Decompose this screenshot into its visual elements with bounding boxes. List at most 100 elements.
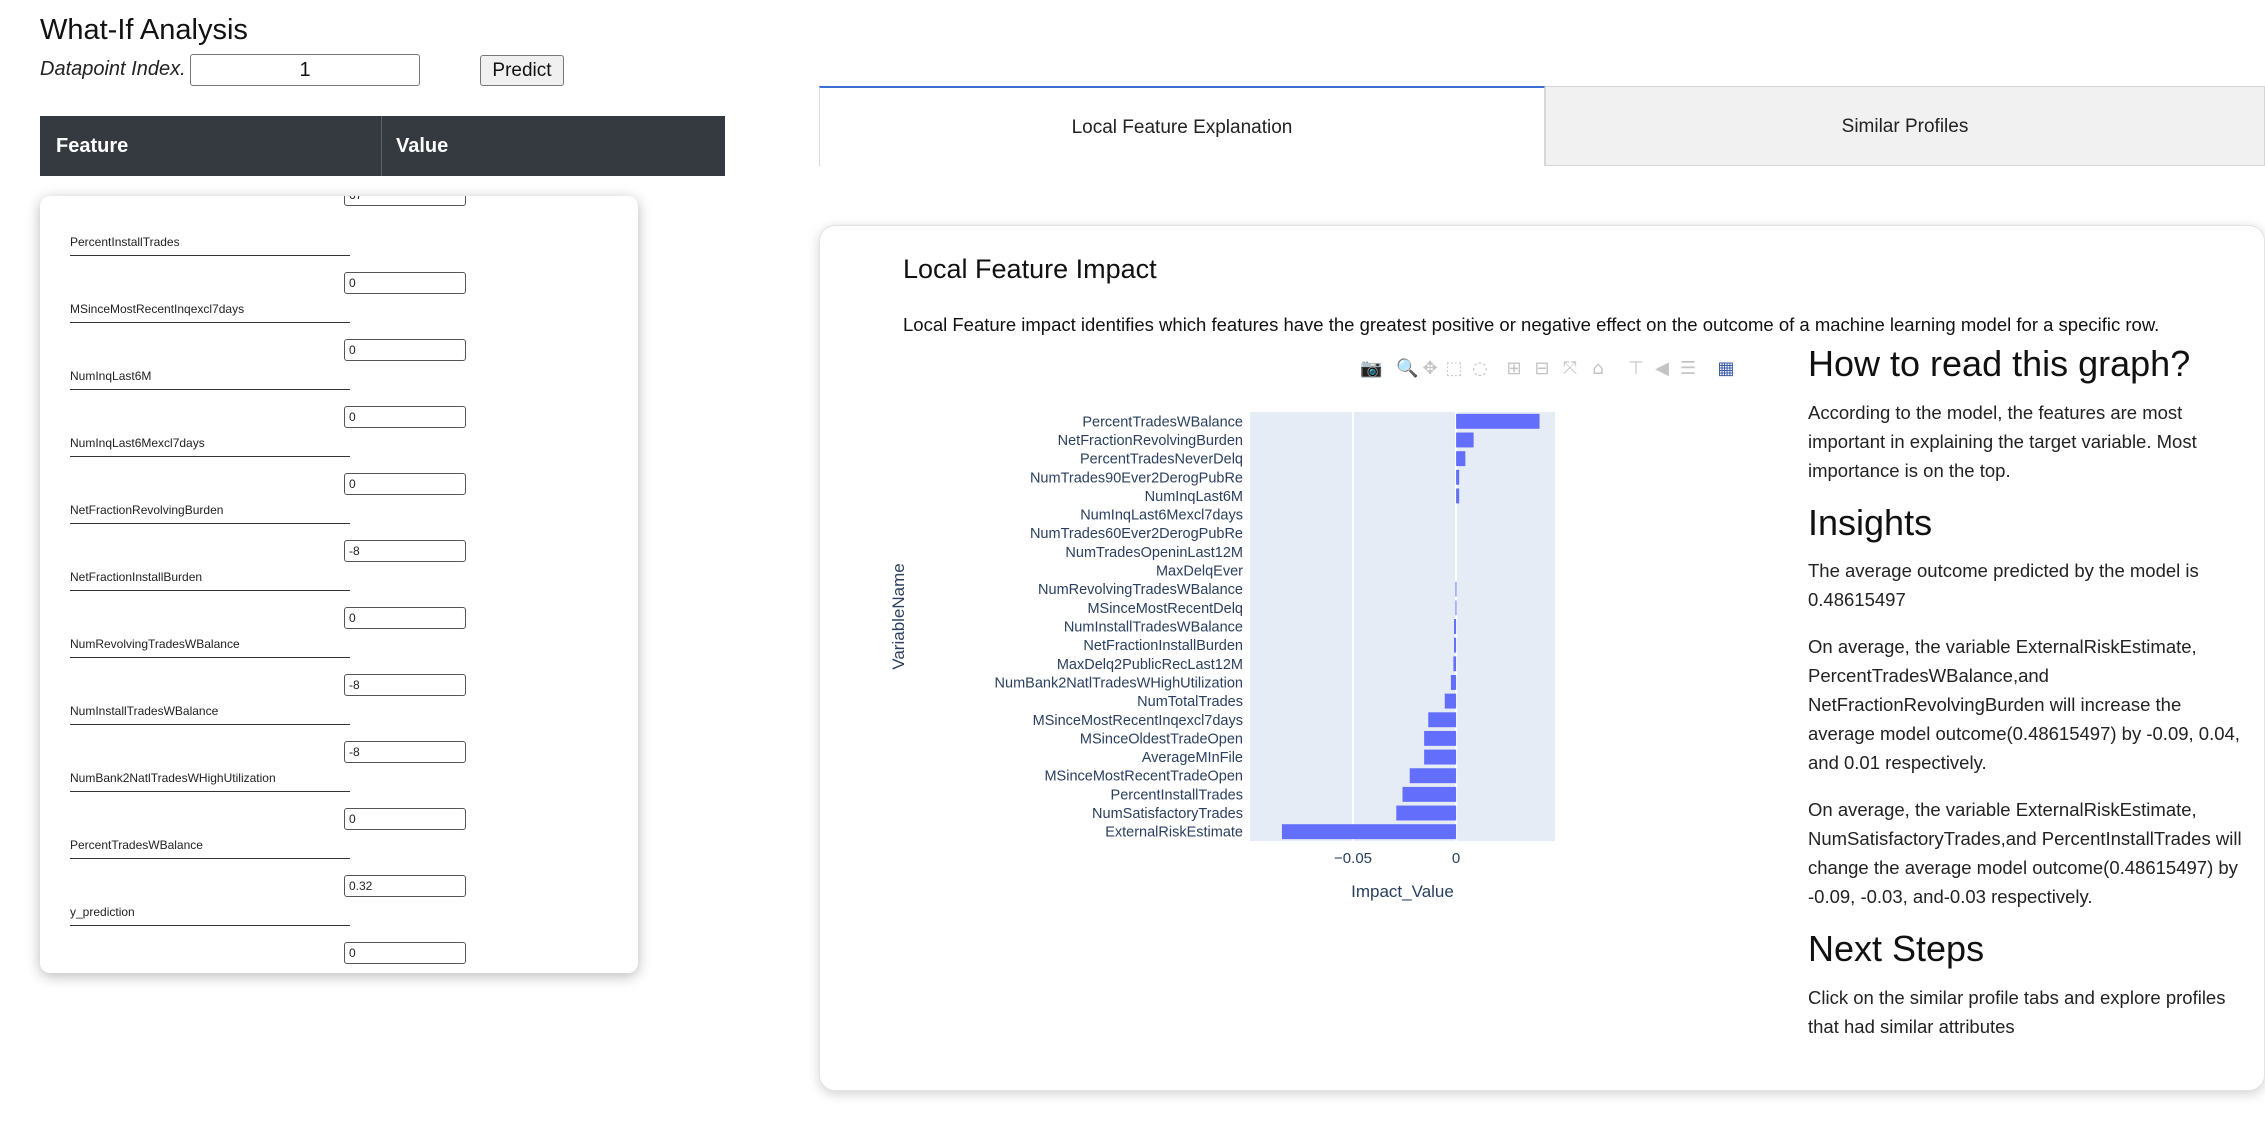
feature-row: y_prediction (40, 859, 638, 926)
impact-bar[interactable] (1456, 451, 1466, 467)
insights-text-2: On average, the variable ExternalRiskEst… (1808, 636, 2240, 774)
y-tick-label: NumTrades60Ever2DerogPubRe (1030, 526, 1243, 542)
insights-text-3: On average, the variable ExternalRiskEst… (1808, 799, 2242, 908)
feature-row: NumBank2NatlTradesWHighUtilization (40, 725, 638, 792)
spike-lines-icon[interactable]: ⊤ (1628, 358, 1644, 379)
impact-bar[interactable] (1453, 656, 1457, 672)
y-tick-label: NumTradesOpeninLast12M (1065, 545, 1243, 561)
y-tick-label: AverageMInFile (1142, 750, 1243, 766)
autoscale-icon[interactable]: ⤧ (1562, 358, 1578, 379)
impact-bar[interactable] (1424, 730, 1457, 746)
impact-bar[interactable] (1424, 749, 1457, 765)
tab-local-feature-explanation[interactable]: Local Feature Explanation (819, 86, 1545, 166)
y-tick-label: MaxDelqEver (1156, 564, 1243, 580)
feature-row: NumRevolvingTradesWBalance (40, 591, 638, 658)
next-steps-heading: Next Steps (1808, 928, 1985, 970)
feature-value-input[interactable] (344, 607, 466, 629)
impact-bar[interactable] (1454, 619, 1457, 634)
feature-name-label: PercentInstallTrades (70, 228, 350, 256)
hover-compare-icon[interactable]: ☰ (1679, 358, 1697, 379)
feature-value-input[interactable] (344, 406, 466, 428)
chart-side-text: How to read this graph? According to the… (1808, 344, 2248, 1059)
feature-value-input[interactable] (344, 272, 466, 294)
y-tick-label: NumInqLast6Mexcl7days (1080, 508, 1243, 524)
lasso-icon[interactable]: ◌ (1472, 358, 1488, 379)
feature-value-input[interactable] (344, 808, 466, 830)
x-axis-title: Impact_Value (1351, 882, 1454, 901)
box-select-icon[interactable]: ⬚ (1445, 358, 1463, 379)
impact-bar[interactable] (1455, 581, 1457, 597)
impact-bar[interactable] (1281, 824, 1457, 840)
insights-text-1: The average outcome predicted by the mod… (1808, 560, 2199, 611)
impact-bar[interactable] (1454, 637, 1457, 653)
feature-value-input[interactable] (344, 875, 466, 897)
feature-name-label: NumRevolvingTradesWBalance (70, 630, 350, 658)
y-tick-label: NumBank2NatlTradesWHighUtilization (995, 675, 1243, 691)
x-tick-label: 0 (1452, 850, 1460, 867)
x-tick-label: −0.05 (1334, 850, 1372, 867)
impact-bar[interactable] (1409, 768, 1457, 784)
hover-closest-icon[interactable]: ◀ (1655, 358, 1669, 379)
feature-value-input[interactable] (344, 741, 466, 763)
feature-value-input-partial[interactable] (344, 196, 466, 206)
impact-bar[interactable] (1396, 805, 1457, 821)
feature-name-label: NumInqLast6M (70, 362, 350, 390)
impact-bar[interactable] (1402, 786, 1457, 802)
predict-button[interactable]: Predict (480, 55, 564, 86)
local-feature-impact-card: Local Feature Impact Local Feature impac… (819, 225, 2265, 1091)
feature-row: MSinceMostRecentInqexcl7days (40, 256, 638, 323)
y-tick-label: MSinceOldestTradeOpen (1080, 731, 1243, 747)
feature-name-label: PercentTradesWBalance (70, 831, 350, 859)
feature-values-card[interactable]: PercentInstallTrades MSinceMostRecentInqe… (40, 196, 638, 973)
impact-bar-chart[interactable]: −0.05 0 PercentTradesWBalance NetFractionRe… (880, 402, 1600, 922)
feature-value-input[interactable] (344, 540, 466, 562)
zoom-icon[interactable]: 🔍 (1396, 358, 1419, 379)
impact-bar[interactable] (1456, 469, 1460, 485)
feature-value-input[interactable] (344, 473, 466, 495)
feature-name-label: NumBank2NatlTradesWHighUtilization (70, 764, 350, 792)
feature-value-input[interactable] (344, 339, 466, 361)
home-icon[interactable]: ⌂ (1592, 358, 1604, 379)
what-if-title: What-If Analysis (40, 14, 248, 46)
y-tick-label: PercentInstallTrades (1111, 787, 1243, 803)
impact-bar[interactable] (1456, 432, 1474, 448)
impact-bar[interactable] (1456, 413, 1540, 429)
impact-bar[interactable] (1456, 488, 1460, 504)
feature-name-label: MSinceMostRecentInqexcl7days (70, 295, 350, 323)
y-tick-label: PercentTradesNeverDelq (1080, 452, 1243, 468)
feature-row: PercentTradesWBalance (40, 792, 638, 859)
feature-name-label: y_prediction (70, 898, 350, 926)
y-tick-label: PercentTradesWBalance (1082, 414, 1243, 430)
y-tick-label: MSinceMostRecentTradeOpen (1044, 769, 1243, 785)
y-tick-label: NetFractionRevolvingBurden (1058, 433, 1243, 449)
feature-name-label: NumInqLast6Mexcl7days (70, 429, 350, 457)
tab-similar-profiles[interactable]: Similar Profiles (1545, 86, 2265, 166)
datapoint-index-input[interactable] (190, 54, 420, 86)
feature-row: NumInqLast6M (40, 323, 638, 390)
impact-bar[interactable] (1455, 600, 1457, 616)
impact-bar-chart-svg: −0.05 0 PercentTradesWBalance NetFractionRe… (889, 412, 1555, 901)
feature-row: NetFractionInstallBurden (40, 524, 638, 591)
y-tick-label: ExternalRiskEstimate (1105, 825, 1243, 841)
header-divider (381, 116, 382, 176)
y-tick-label: NumTotalTrades (1137, 694, 1243, 710)
pan-icon[interactable]: ✥ (1422, 358, 1438, 379)
y-tick-label: NetFractionInstallBurden (1083, 638, 1243, 654)
camera-icon[interactable]: 📷 (1360, 358, 1383, 379)
feature-value-input[interactable] (344, 942, 466, 964)
impact-bar[interactable] (1428, 712, 1457, 728)
y-axis-title: VariableName (889, 563, 908, 669)
feature-name-label: NetFractionInstallBurden (70, 563, 350, 591)
feature-value-input[interactable] (344, 674, 466, 696)
feature-row: PercentInstallTrades (40, 196, 638, 256)
plotly-logo-icon[interactable]: ▦ (1717, 358, 1735, 379)
how-to-read-heading: How to read this graph? (1808, 343, 2191, 384)
zoom-in-icon[interactable]: ⊞ (1506, 358, 1522, 379)
chart-modebar: 📷 🔍 ✥ ⬚ ◌ ⊞ ⊟ ⤧ ⌂ ⊤ ◀ ☰ ▦ (1360, 354, 1790, 384)
impact-bar[interactable] (1444, 693, 1457, 709)
impact-bar[interactable] (1450, 674, 1457, 690)
y-tick-label: NumSatisfactoryTrades (1092, 806, 1243, 822)
y-tick-label: MSinceMostRecentDelq (1087, 601, 1243, 617)
zoom-out-icon[interactable]: ⊟ (1534, 358, 1550, 379)
feature-row: NetFractionRevolvingBurden (40, 457, 638, 524)
